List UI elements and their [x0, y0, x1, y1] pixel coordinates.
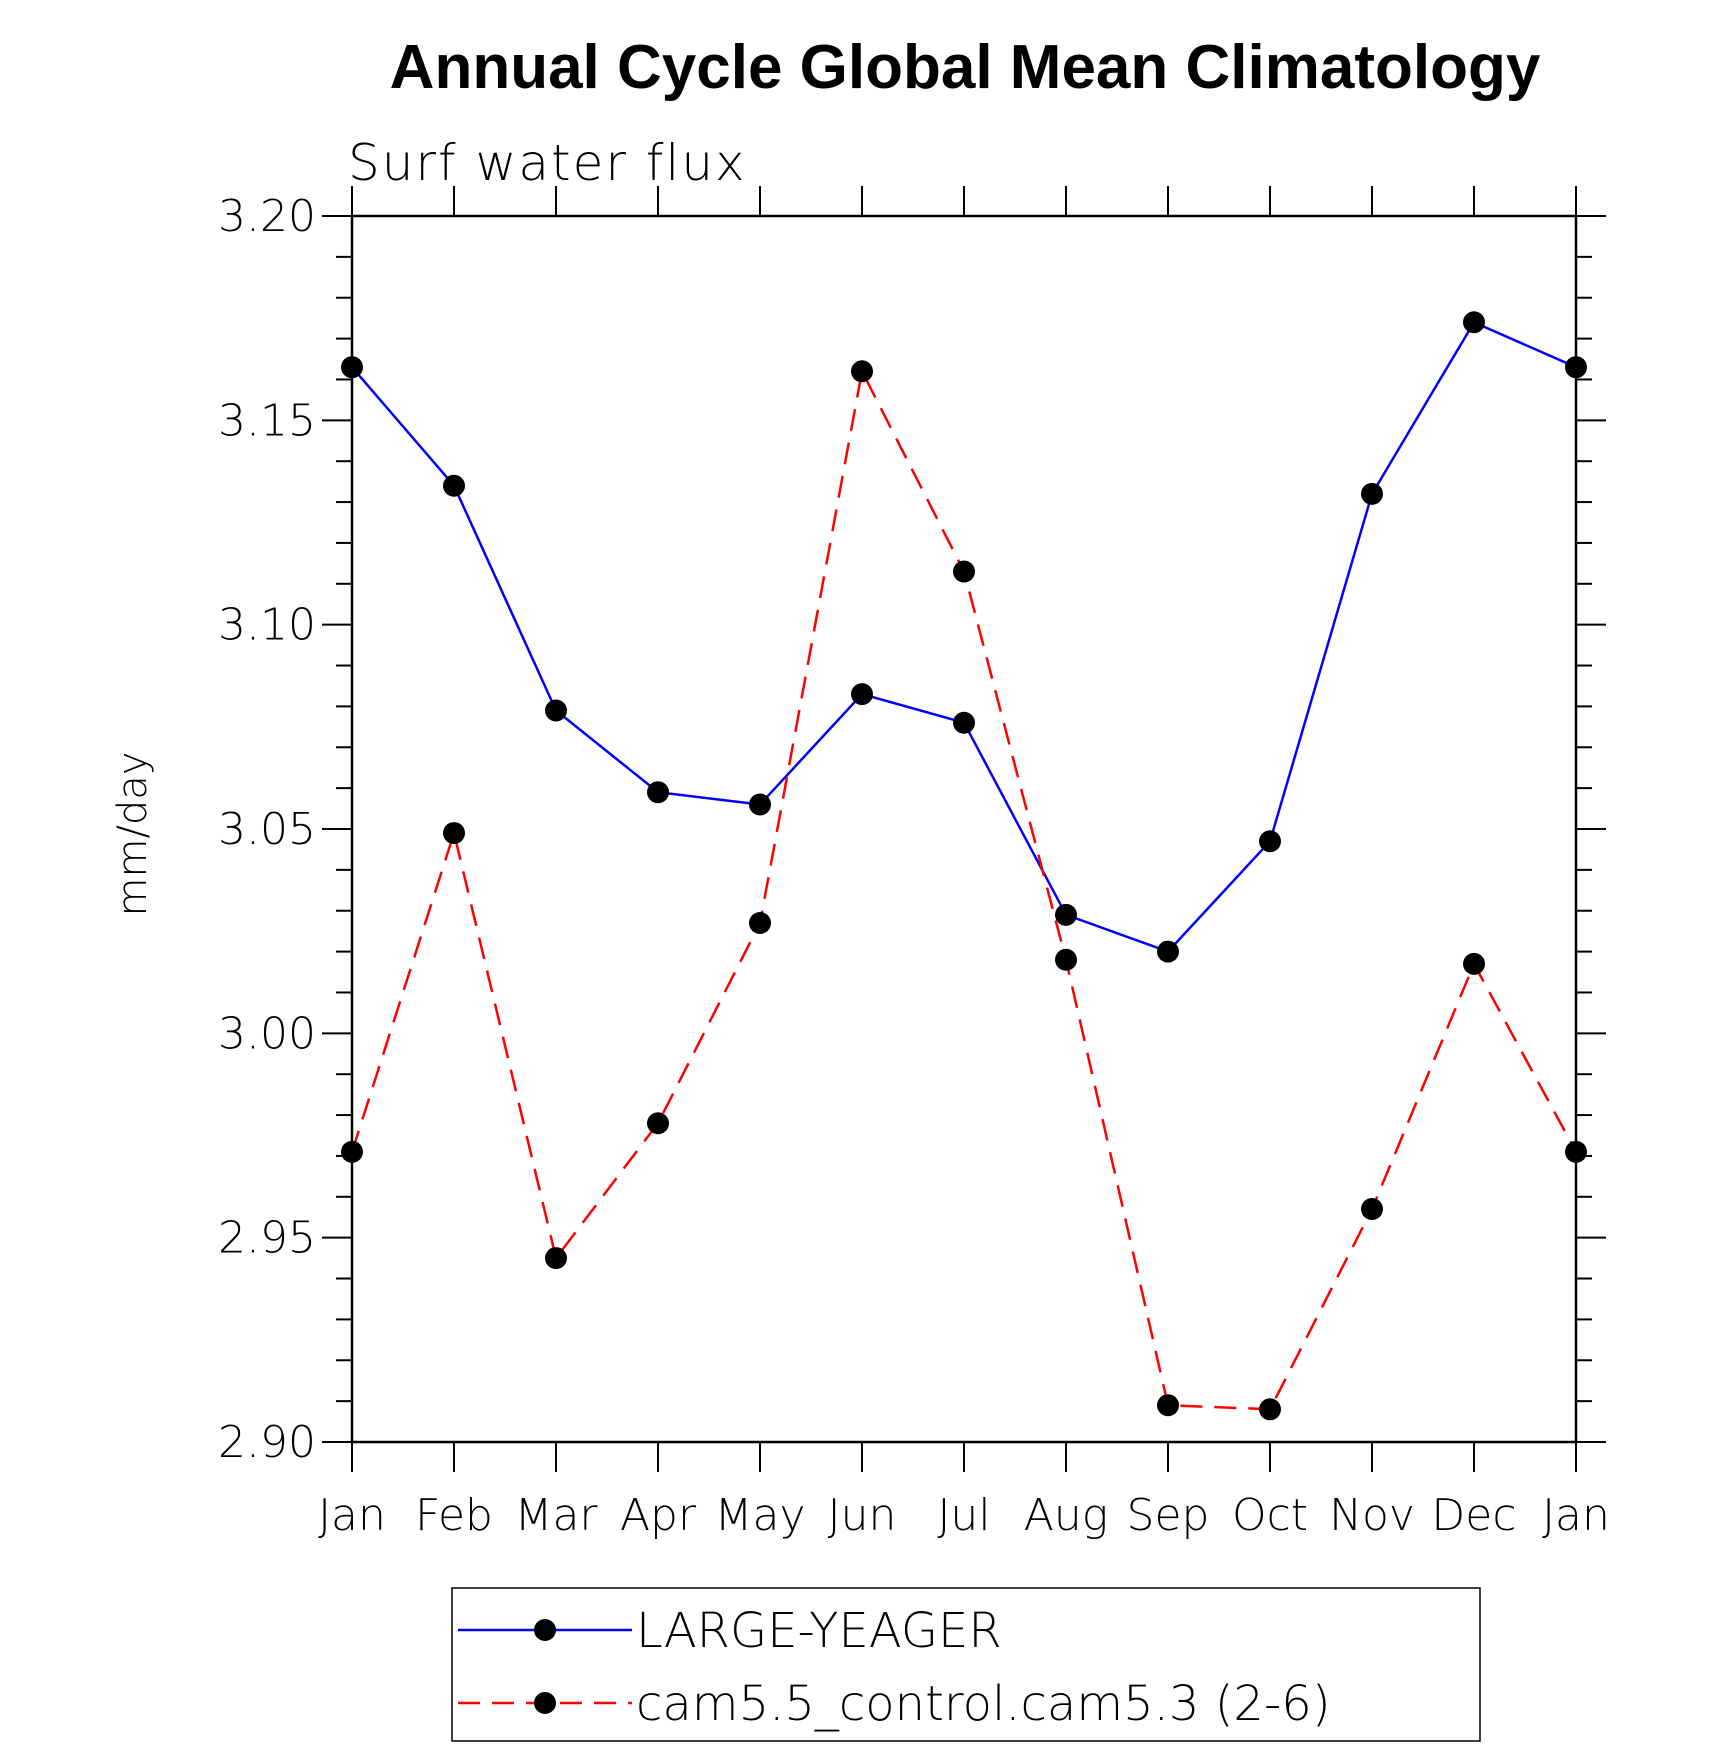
plot-border — [350, 214, 1578, 1444]
series-0-point — [341, 356, 363, 379]
series-0-point — [1565, 356, 1587, 379]
y-tick-label: 3.20 — [218, 191, 316, 242]
chart-title: Annual Cycle Global Mean Climatology — [390, 33, 1541, 102]
series-0-point — [545, 699, 567, 722]
series-0-point — [1055, 903, 1077, 926]
y-tick-label: 2.95 — [218, 1213, 316, 1264]
x-tick-label: Jul — [937, 1490, 990, 1541]
y-tick-label: 3.00 — [218, 1008, 316, 1059]
x-axis-ticks: Jan Feb Mar Apr May Jun Jul Aug Sep Oct Nov Dec Jan — [318, 186, 1610, 1541]
series-1-point — [1361, 1198, 1383, 1221]
x-tick-label: Nov — [1329, 1490, 1415, 1541]
legend-label-large-yeager: LARGE-YEAGER — [636, 1603, 1002, 1659]
series-0-point — [1463, 311, 1485, 334]
y-tick-label: 3.05 — [218, 804, 316, 855]
y-tick-label: 2.90 — [218, 1417, 316, 1468]
series-line-1 — [350, 367, 1578, 1411]
legend: LARGE-YEAGER cam5.5_control.cam5.3 (2-6) — [451, 1587, 1481, 1742]
series-1-point — [1055, 948, 1077, 971]
x-tick-label: Feb — [415, 1490, 493, 1541]
series-1-point — [851, 360, 873, 383]
series-0-point — [1361, 482, 1383, 505]
y-tick-label: 3.10 — [218, 600, 316, 651]
series-0-point — [953, 711, 975, 734]
series-0-point — [443, 474, 465, 497]
chart-subtitle: Surf water flux — [348, 134, 747, 192]
series-1-point — [1157, 1394, 1179, 1417]
x-tick-label: Dec — [1431, 1490, 1516, 1541]
x-tick-label: Sep — [1127, 1490, 1210, 1541]
series-1-point — [647, 1112, 669, 1135]
series-0-point — [647, 781, 669, 804]
series-layer — [341, 311, 1587, 1421]
series-1-point — [1463, 952, 1485, 975]
series-1-point — [749, 911, 771, 934]
series-line-0 — [351, 320, 1577, 954]
plot-frame — [350, 214, 1578, 1444]
y-axis-ticks: 3.20 3.15 3.10 3.05 3.00 2.95 2.90 — [218, 191, 1606, 1468]
series-0-point — [1259, 830, 1281, 853]
x-tick-label: Jan — [1542, 1490, 1610, 1541]
legend-label-cam5: cam5.5_control.cam5.3 (2-6) — [636, 1676, 1331, 1732]
x-tick-label: Mar — [514, 1490, 598, 1541]
x-tick-label: Aug — [1024, 1490, 1108, 1541]
x-tick-label: Jan — [318, 1490, 386, 1541]
series-0-point — [749, 793, 771, 816]
series-1-point — [1259, 1398, 1281, 1421]
series-1-point — [443, 822, 465, 845]
x-tick-label: May — [715, 1490, 806, 1541]
series-0-point — [851, 683, 873, 706]
legend-box — [451, 1587, 1481, 1742]
series-0-point — [1157, 940, 1179, 963]
series-1-point — [341, 1140, 363, 1163]
x-tick-label: Jun — [828, 1490, 897, 1541]
series-1-point — [545, 1247, 567, 1270]
legend-marker-large-yeager — [534, 1619, 556, 1641]
y-tick-label: 3.15 — [218, 395, 316, 446]
x-tick-label: Apr — [620, 1490, 697, 1541]
legend-marker-cam5 — [534, 1692, 556, 1714]
y-axis-label: mm/day — [110, 752, 156, 917]
series-1-point — [953, 560, 975, 583]
x-tick-label: Oct — [1232, 1490, 1308, 1541]
series-1-point — [1565, 1140, 1587, 1163]
